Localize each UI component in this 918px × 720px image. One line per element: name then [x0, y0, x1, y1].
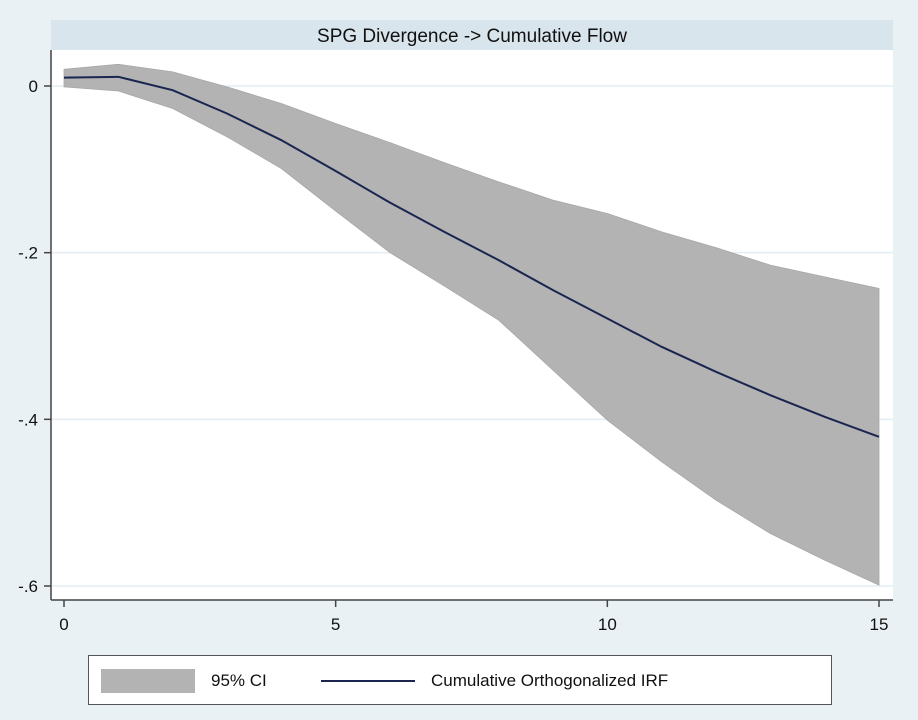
- y-tick-label: -.4: [18, 410, 38, 429]
- legend-irf-swatch: [321, 680, 415, 682]
- x-tick-label: 0: [59, 615, 68, 634]
- legend: 95% CI Cumulative Orthogonalized IRF: [88, 655, 832, 705]
- legend-irf-label: Cumulative Orthogonalized IRF: [431, 671, 669, 690]
- irf-line: [63, 75, 880, 438]
- ci-band: [63, 63, 880, 586]
- legend-ci-swatch: [101, 669, 195, 693]
- x-tick-label: 15: [870, 615, 889, 634]
- title-band: [51, 20, 893, 50]
- x-tick-label: 5: [331, 615, 340, 634]
- legend-ci-label: 95% CI: [211, 671, 267, 690]
- y-tick-label: -.6: [18, 577, 38, 596]
- y-tick-label: -.2: [18, 244, 38, 263]
- chart-title: SPG Divergence -> Cumulative Flow: [317, 26, 627, 47]
- x-tick-label: 10: [598, 615, 617, 634]
- y-tick-label: 0: [29, 77, 38, 96]
